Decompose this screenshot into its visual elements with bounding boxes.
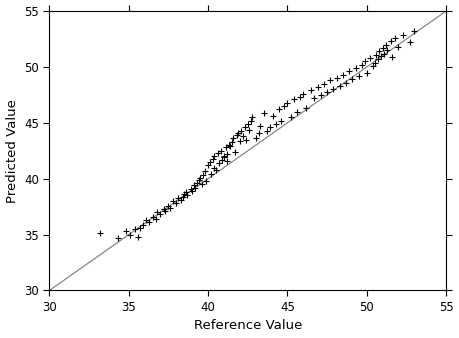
X-axis label: Reference Value: Reference Value xyxy=(194,319,302,333)
Y-axis label: Predicted Value: Predicted Value xyxy=(6,99,18,203)
